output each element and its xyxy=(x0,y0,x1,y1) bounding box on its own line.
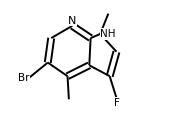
Text: N: N xyxy=(68,16,77,26)
Text: F: F xyxy=(114,98,119,108)
Text: NH: NH xyxy=(100,29,116,39)
Text: Br: Br xyxy=(18,72,29,83)
